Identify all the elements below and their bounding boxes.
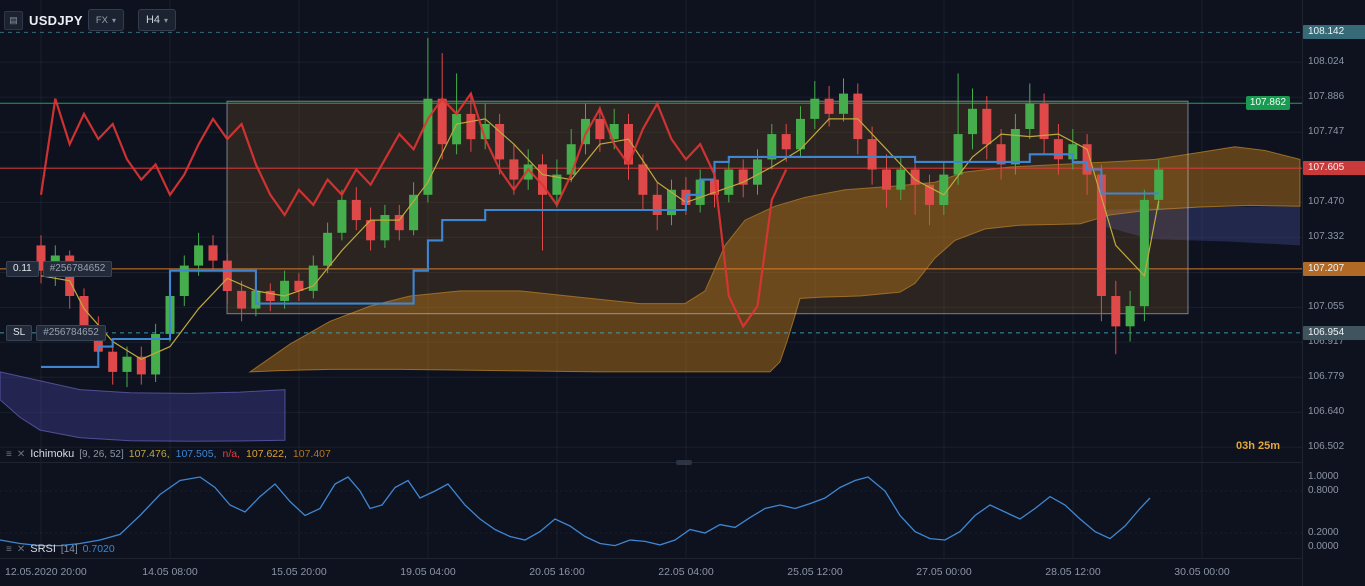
price-tick-label: 106.640 — [1308, 406, 1345, 417]
time-tick-label: 22.05 04:00 — [658, 566, 714, 578]
timeframe-dropdown[interactable]: H4 ▾ — [137, 9, 177, 31]
position-id-tag[interactable]: #256784652 — [42, 261, 113, 277]
time-tick-label: 12.05.2020 20:00 — [5, 566, 87, 578]
ichimoku-value: 107.407 — [292, 448, 331, 460]
stop-loss-tags: SL #256784652 — [6, 325, 106, 341]
chikou-line — [39, 91, 788, 329]
srsi-legend: ≡ ✕ SRSI [14] 0.7020 — [6, 543, 115, 555]
symbol-bar: ▤ USDJPY FX ▾ H4 ▾ — [4, 9, 177, 31]
time-axis[interactable]: 12.05.2020 20:00 14.05 08:00 15.05 20:00 19… — [0, 558, 1302, 586]
indicator-name[interactable]: Ichimoku — [30, 448, 75, 460]
time-tick-label: 19.05 04:00 — [400, 566, 456, 578]
price-tick-label: 107.886 — [1308, 91, 1345, 102]
indicator-params: [9, 26, 52] — [79, 448, 124, 460]
kumo-bearish-right — [1100, 206, 1300, 246]
indicator-params: [14] — [60, 543, 78, 555]
indicator-settings-icon[interactable]: ≡ — [6, 448, 12, 460]
indicator-remove-icon[interactable]: ✕ — [16, 448, 26, 460]
indicator-remove-icon[interactable]: ✕ — [16, 543, 26, 555]
indicator-name[interactable]: SRSI — [30, 543, 56, 555]
price-tick-label: 106.502 — [1308, 441, 1345, 452]
price-tick-label: 107.747 — [1308, 126, 1345, 137]
chart-canvas[interactable] — [0, 0, 1302, 462]
caret-down-icon: ▾ — [111, 15, 116, 25]
kijun-line — [41, 153, 1159, 368]
time-tick-label: 14.05 08:00 — [142, 566, 198, 578]
chart-menu-icon[interactable]: ▤ — [4, 10, 23, 30]
price-tick-label: 107.055 — [1308, 301, 1345, 312]
time-tick-label: 15.05 20:00 — [271, 566, 327, 578]
candles — [36, 37, 1164, 388]
price-tick-label: 108.024 — [1308, 56, 1345, 67]
entry-axis-label[interactable]: 107.207 — [1303, 262, 1365, 276]
srsi-tick-label: 0.8000 — [1308, 485, 1339, 496]
panel-divider[interactable] — [0, 460, 1302, 465]
price-tick-label: 106.917 — [1308, 336, 1345, 347]
ichimoku-legend: ≡ ✕ Ichimoku [9, 26, 52] 107.476, 107.505… — [6, 448, 337, 460]
price-tick-label: 107.332 — [1308, 231, 1345, 242]
candle-countdown: 03h 25m — [1236, 440, 1281, 452]
position-entry-tags: 0.11 #256784652 — [6, 261, 113, 277]
time-tick-label: 30.05 00:00 — [1174, 566, 1230, 578]
divider-grip-icon[interactable] — [676, 460, 692, 465]
time-tick-label: 25.05 12:00 — [787, 566, 843, 578]
chart-gridlines — [0, 0, 1302, 462]
ichimoku-value: 107.505, — [175, 448, 217, 460]
srsi-canvas[interactable] — [0, 463, 1302, 558]
tenkan-line — [40, 118, 1160, 360]
take-profit-axis-label[interactable]: 108.142 — [1303, 25, 1365, 39]
last-price-axis-label[interactable]: 107.605 — [1303, 161, 1365, 175]
market-type-dropdown[interactable]: FX ▾ — [87, 9, 124, 31]
time-tick-label: 20.05 16:00 — [529, 566, 585, 578]
srsi-tick-label: 1.0000 — [1308, 471, 1339, 482]
ichimoku-value: n/a, — [222, 448, 241, 460]
stop-loss-tag[interactable]: SL — [6, 325, 33, 341]
position-volume-tag[interactable]: 0.11 — [6, 261, 39, 277]
ichimoku-clouds — [0, 146, 1301, 442]
position-id-tag[interactable]: #256784652 — [36, 325, 106, 341]
indicator-value: 0.7020 — [82, 543, 115, 555]
indicator-settings-icon[interactable]: ≡ — [6, 543, 12, 555]
kumo-bearish-left — [0, 371, 286, 442]
market-type-label: FX — [95, 14, 108, 26]
kumo-bullish — [248, 146, 1301, 373]
srsi-gridlines — [40, 463, 1203, 558]
time-tick-label: 27.05 00:00 — [916, 566, 972, 578]
caret-down-icon: ▾ — [164, 15, 169, 25]
ichimoku-lines — [39, 91, 1160, 368]
stop-loss-axis-label[interactable]: 106.954 — [1303, 326, 1365, 340]
srsi-tick-label: 0.0000 — [1308, 541, 1339, 552]
symbol-label: USDJPY — [29, 12, 83, 28]
srsi-line — [0, 476, 1151, 547]
price-alert-tag[interactable]: 107.862 — [1246, 96, 1290, 110]
ichimoku-value: 107.476, — [128, 448, 170, 460]
ichimoku-value: 107.622, — [246, 448, 287, 460]
price-axis[interactable]: 108.024 107.886 107.747 107.470 107.332 107.0… — [1302, 0, 1365, 586]
timeframe-label: H4 — [145, 14, 161, 26]
indicator-values: 107.476, 107.505, n/a, 107.622, 107.407 — [129, 448, 337, 460]
price-tick-label: 107.470 — [1308, 196, 1345, 207]
time-tick-label: 28.05 12:00 — [1045, 566, 1101, 578]
price-tick-label: 106.779 — [1308, 371, 1345, 382]
srsi-tick-label: 0.2000 — [1308, 527, 1339, 538]
